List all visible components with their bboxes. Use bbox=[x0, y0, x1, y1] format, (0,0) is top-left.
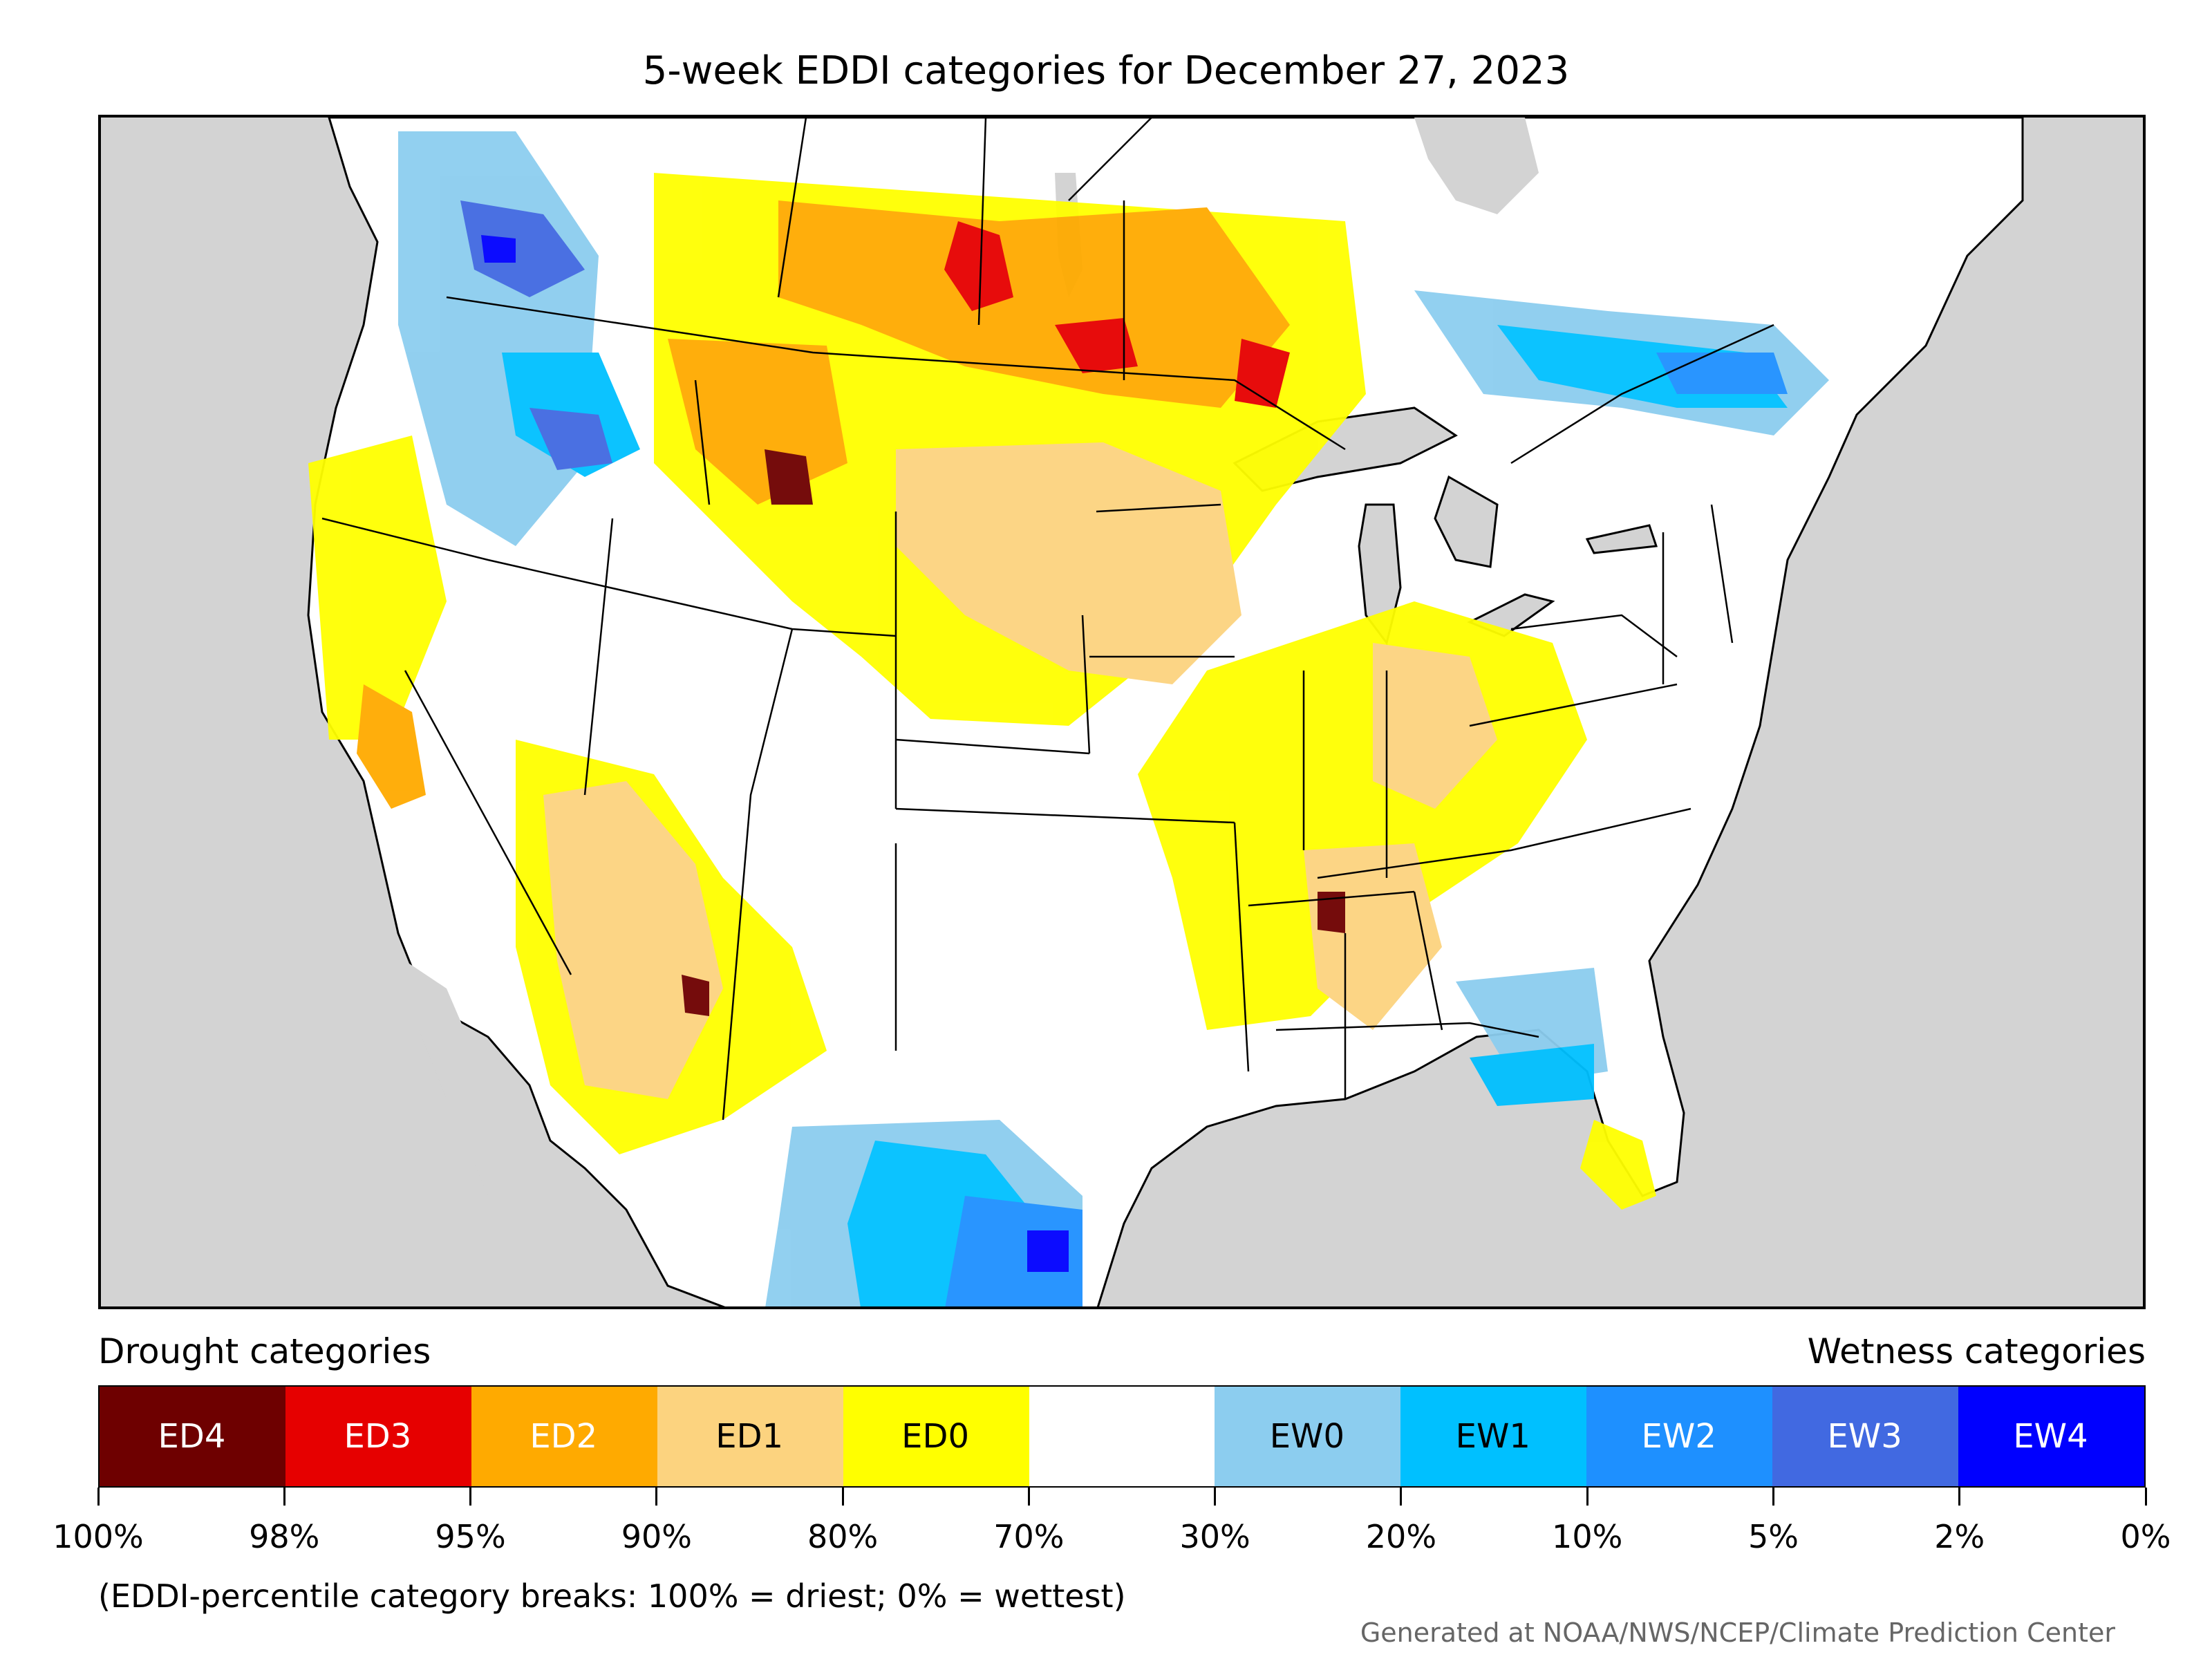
ew2-region-canada bbox=[1656, 353, 1788, 394]
ew4-region-texas-coast bbox=[1027, 1230, 1069, 1272]
colorbar-tick bbox=[1958, 1488, 1960, 1506]
legend-cell-ew2: EW2 bbox=[1586, 1387, 1772, 1486]
map-canvas bbox=[101, 118, 2146, 1309]
colorbar-tick bbox=[842, 1488, 844, 1506]
colorbar-tick bbox=[1772, 1488, 1774, 1506]
legend-cell-ed1: ED1 bbox=[657, 1387, 843, 1486]
colorbar-ticks bbox=[98, 1488, 2146, 1508]
colorbar-tick-label: 80% bbox=[807, 1518, 878, 1555]
ed4-region-arizona bbox=[682, 975, 709, 1016]
ed4-region-montana bbox=[765, 449, 813, 505]
legend-cell-ew1: EW1 bbox=[1400, 1387, 1586, 1486]
colorbar-tick-label: 10% bbox=[1552, 1518, 1622, 1555]
colorbar-tick-label: 0% bbox=[2121, 1518, 2171, 1555]
category-colorbar: ED4 ED3 ED2 ED1 ED0 EW0 EW1 EW2 EW3 EW4 bbox=[98, 1385, 2146, 1488]
drought-categories-title: Drought categories bbox=[98, 1331, 431, 1371]
colorbar-tick bbox=[1586, 1488, 1588, 1506]
colorbar-tick-label: 30% bbox=[1180, 1518, 1250, 1555]
colorbar-tick bbox=[283, 1488, 285, 1506]
colorbar-tick bbox=[469, 1488, 471, 1506]
ew4-region-bc bbox=[481, 235, 516, 263]
legend-cell-ed2: ED2 bbox=[471, 1387, 657, 1486]
colorbar-tick bbox=[655, 1488, 657, 1506]
colorbar-tick-label: 70% bbox=[993, 1518, 1064, 1555]
colorbar-tick bbox=[1400, 1488, 1402, 1506]
credit-line: Generated at NOAA/NWS/NCEP/Climate Predi… bbox=[1360, 1618, 2115, 1648]
eddi-map bbox=[98, 115, 2146, 1309]
legend-cell-ed3: ED3 bbox=[285, 1387, 471, 1486]
colorbar-tick-label: 98% bbox=[249, 1518, 319, 1555]
legend-cell-ew3: EW3 bbox=[1772, 1387, 1958, 1486]
colorbar-tick bbox=[1028, 1488, 1030, 1506]
legend-cell-normal bbox=[1029, 1387, 1215, 1486]
colorbar-tick bbox=[1214, 1488, 1216, 1506]
colorbar-tick bbox=[97, 1488, 100, 1506]
legend-cell-ed4: ED4 bbox=[100, 1387, 285, 1486]
wetness-categories-title: Wetness categories bbox=[1808, 1331, 2146, 1371]
map-title: 5-week EDDI categories for December 27, … bbox=[0, 48, 2212, 93]
colorbar-tick-label: 2% bbox=[1934, 1518, 1985, 1555]
colorbar-tick-label: 90% bbox=[621, 1518, 692, 1555]
colorbar-tick-label: 100% bbox=[53, 1518, 144, 1555]
colorbar-tick-label: 95% bbox=[435, 1518, 505, 1555]
legend-cell-ed0: ED0 bbox=[843, 1387, 1029, 1486]
category-breaks-note: (EDDI-percentile category breaks: 100% =… bbox=[98, 1577, 1126, 1615]
colorbar-tick-label: 5% bbox=[1748, 1518, 1799, 1555]
colorbar-tick bbox=[2145, 1488, 2147, 1506]
legend-cell-ew0: EW0 bbox=[1215, 1387, 1400, 1486]
colorbar-tick-label: 20% bbox=[1366, 1518, 1436, 1555]
legend-cell-ew4: EW4 bbox=[1958, 1387, 2144, 1486]
